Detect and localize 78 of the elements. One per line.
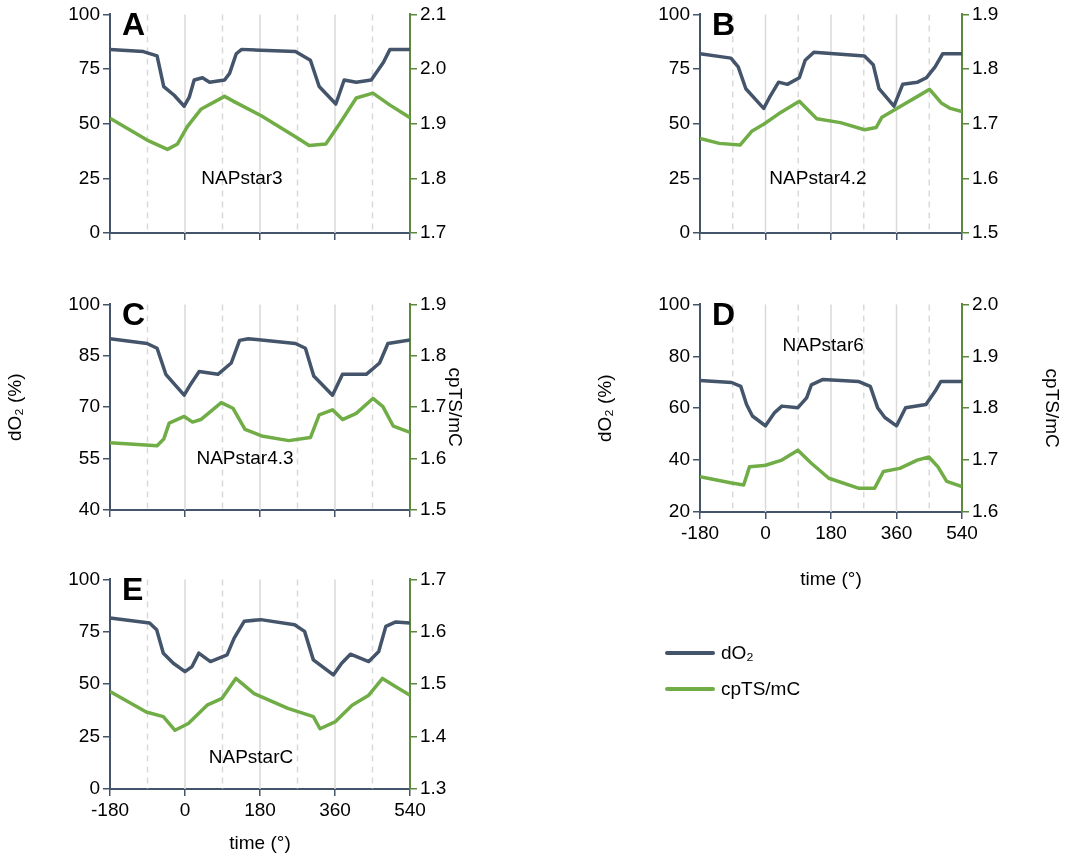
y-tick-label: 50: [78, 672, 100, 694]
x-axis-title: time (°): [229, 831, 291, 853]
chart-title: E: [122, 571, 144, 608]
y2-axis-title: cpTS/mC: [1042, 368, 1064, 448]
x-tick-label: 0: [760, 521, 771, 543]
y2-tick-label: 1.6: [972, 500, 999, 522]
y-tick-label: 55: [78, 446, 100, 468]
x-tick-label: 540: [394, 798, 426, 820]
y2-tick-label: 2.1: [420, 2, 447, 24]
y2-tick-label: 1.6: [420, 446, 447, 468]
y2-tick-label: 1.5: [420, 672, 447, 694]
y-tick-label: 0: [89, 777, 100, 799]
x-tick-label: 360: [319, 798, 351, 820]
chart-title: D: [712, 296, 736, 333]
y2-tick-label: 1.6: [972, 166, 999, 188]
x-tick-label: 0: [179, 798, 191, 820]
y-tick-label: 0: [89, 221, 100, 243]
y-tick-label: 75: [78, 620, 100, 642]
y2-tick-label: 1.9: [420, 111, 447, 133]
x-tick-label: 180: [815, 521, 847, 543]
y2-tick-label: 1.4: [420, 724, 447, 746]
y-tick-label: 40: [668, 448, 690, 470]
y-axis-title: dO₂ (%): [3, 373, 25, 441]
y2-tick-label: 1.8: [420, 166, 447, 188]
y2-tick-label: 1.5: [420, 498, 447, 520]
y2-tick-label: 1.9: [972, 2, 999, 24]
y-tick-label: 75: [668, 57, 690, 79]
legend-label: dO₂: [721, 641, 754, 665]
y2-tick-label: 1.9: [972, 344, 999, 366]
y2-tick-label: 1.8: [420, 344, 447, 366]
y2-tick-label: 1.7: [972, 448, 999, 470]
y-tick-label: 20: [668, 500, 690, 522]
y-tick-label: 50: [668, 111, 690, 133]
chart-title: B: [712, 6, 736, 43]
y2-tick-label: 1.5: [972, 221, 999, 243]
y-tick-label: 0: [679, 221, 690, 243]
annotation: NAPstar6: [782, 334, 864, 356]
y-axis-title: dO₂ (%): [593, 374, 615, 442]
y-tick-label: 100: [68, 2, 100, 24]
y-tick-label: 25: [668, 166, 690, 188]
x-tick-label: -180: [90, 798, 130, 820]
x-tick-label: 540: [946, 521, 978, 543]
y-tick-label: 100: [68, 567, 100, 589]
chart-title: A: [122, 6, 146, 43]
y-tick-label: 100: [658, 2, 690, 24]
y-tick-label: 85: [78, 344, 100, 366]
y-tick-label: 70: [78, 395, 100, 417]
y2-tick-label: 1.3: [420, 777, 447, 799]
x-tick-label: 180: [244, 798, 276, 820]
y2-axis-title: cpTS/mC: [445, 367, 467, 447]
y2-tick-label: 1.8: [972, 396, 999, 418]
y2-tick-label: 2.0: [420, 57, 447, 79]
y2-tick-label: 1.8: [972, 57, 999, 79]
y2-tick-label: 1.7: [972, 111, 999, 133]
y2-tick-label: 1.9: [420, 292, 447, 314]
y-tick-label: 25: [78, 166, 100, 188]
y2-tick-label: 2.0: [972, 292, 999, 314]
y-tick-label: 75: [78, 57, 100, 79]
y2-tick-label: 1.7: [420, 395, 447, 417]
y-tick-label: 80: [668, 344, 690, 366]
y-tick-label: 100: [68, 292, 100, 314]
legend-label: cpTS/mC: [721, 677, 801, 701]
y-tick-label: 40: [78, 498, 100, 520]
y2-tick-label: 1.6: [420, 620, 447, 642]
y-tick-label: 50: [78, 111, 100, 133]
x-tick-label: 360: [880, 521, 913, 543]
y2-tick-label: 1.7: [420, 567, 447, 589]
annotation: NAPstar4.2: [769, 166, 867, 188]
chart-title: C: [122, 296, 146, 333]
annotation: NAPstar4.3: [196, 446, 294, 468]
y-tick-label: 100: [658, 292, 690, 314]
y-tick-label: 25: [78, 724, 100, 746]
x-axis-title: time (°): [800, 567, 862, 589]
annotation: NAPstarC: [208, 745, 294, 767]
annotation: NAPstar3: [201, 166, 283, 188]
x-tick-label: -180: [680, 521, 720, 543]
y-tick-label: 60: [668, 396, 690, 418]
y2-tick-label: 1.7: [420, 221, 447, 243]
